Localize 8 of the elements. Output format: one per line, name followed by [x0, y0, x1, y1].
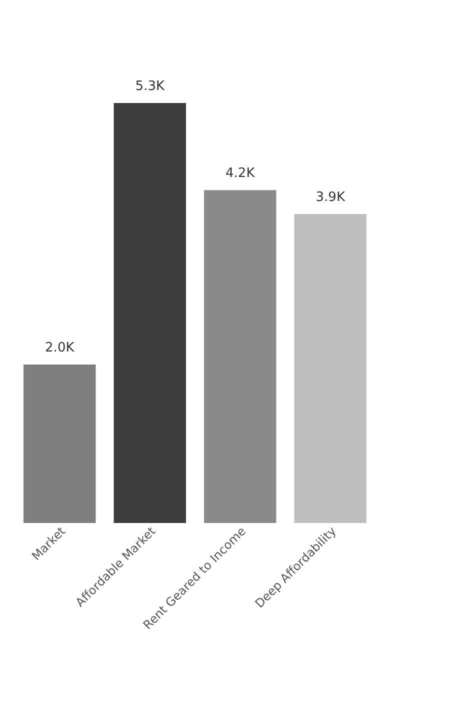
data-label: 3.9K: [316, 190, 346, 205]
data-label: 2.0K: [45, 340, 75, 356]
bar: [204, 190, 276, 523]
bar: [114, 103, 186, 523]
bar: [294, 214, 366, 523]
bar: [24, 364, 96, 523]
data-label: 5.3K: [135, 79, 165, 94]
data-label: 4.2K: [226, 166, 256, 182]
